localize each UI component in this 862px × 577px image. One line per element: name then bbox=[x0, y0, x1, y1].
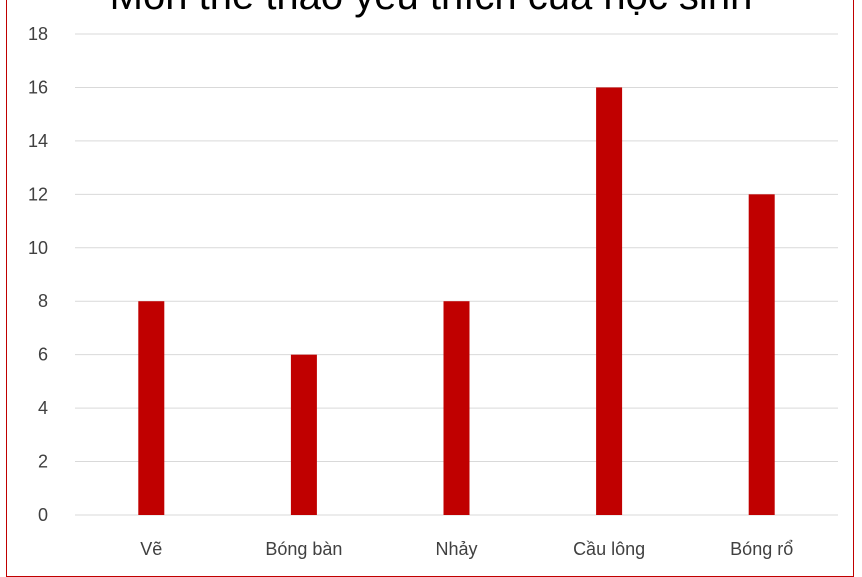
y-tick-label: 18 bbox=[28, 24, 48, 44]
y-axis-tick-labels: 0 2 4 6 8 10 12 14 16 18 bbox=[28, 24, 48, 525]
bar-4 bbox=[596, 87, 623, 515]
y-tick-label: 4 bbox=[38, 398, 48, 418]
y-tick-label: 0 bbox=[38, 505, 48, 525]
y-tick-label: 16 bbox=[28, 77, 48, 97]
bar-5 bbox=[748, 194, 775, 516]
y-tick-label: 12 bbox=[28, 184, 48, 204]
bar-1 bbox=[138, 301, 165, 515]
bars bbox=[138, 87, 775, 516]
chart-title: Môn thể thao yêu thích của học sinh bbox=[0, 0, 862, 19]
y-tick-label: 8 bbox=[38, 291, 48, 311]
x-tick-label: Cầu lông bbox=[573, 539, 645, 559]
x-tick-label: Vẽ bbox=[140, 539, 162, 559]
x-axis-tick-labels: Vẽ Bóng bàn Nhảy Cầu lông Bóng rổ bbox=[140, 539, 793, 559]
x-tick-label: Nhảy bbox=[435, 539, 477, 559]
y-tick-label: 2 bbox=[38, 452, 48, 472]
y-tick-label: 10 bbox=[28, 238, 48, 258]
bar-2 bbox=[290, 354, 317, 515]
x-tick-label: Bóng rổ bbox=[730, 539, 793, 559]
y-tick-label: 6 bbox=[38, 345, 48, 365]
x-tick-label: Bóng bàn bbox=[265, 539, 342, 559]
y-tick-label: 14 bbox=[28, 131, 48, 151]
bar-3 bbox=[443, 301, 470, 515]
